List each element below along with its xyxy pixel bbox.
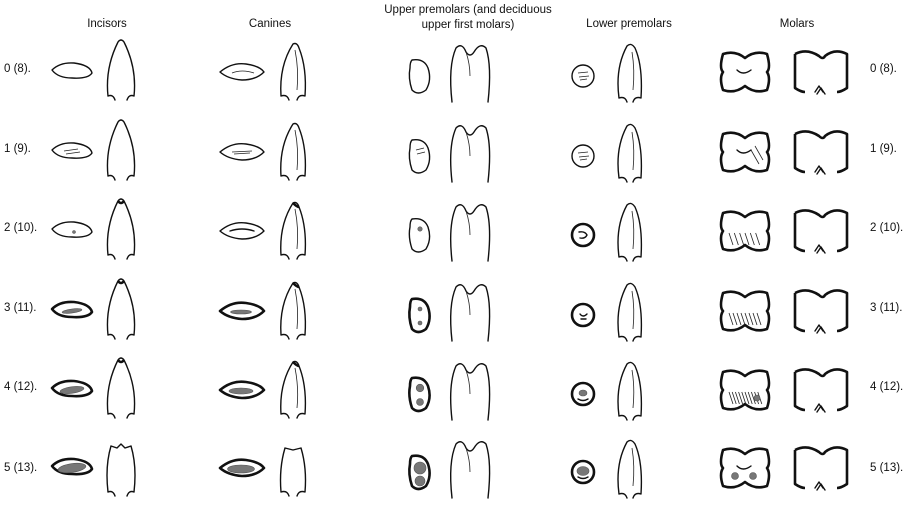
upper-premolar-occlusal [408, 217, 431, 253]
row-label-right: 3 (11). [870, 302, 903, 314]
incisor-occlusal [50, 457, 94, 476]
row-label-left: 3 (11). [4, 302, 37, 314]
row-label-left: 2 (10). [4, 222, 38, 234]
column-title-canines: Canines [248, 18, 292, 30]
lower-premolar-occlusal [570, 381, 596, 407]
molar-buccal [793, 446, 849, 491]
lower-premolar-occlusal [570, 302, 596, 328]
upper-premolar-occlusal [408, 297, 431, 334]
incisor-labial [106, 357, 136, 419]
upper-premolar-occlusal [408, 138, 431, 174]
incisor-labial [106, 198, 136, 260]
incisor-labial [106, 278, 136, 340]
lower-premolar-buccal [617, 282, 643, 342]
incisor-labial [106, 443, 136, 497]
upper-premolar-occlusal [408, 454, 431, 491]
column-title-upper-premolars: Upper premolars (and deciduous upper fir… [384, 4, 552, 31]
incisor-occlusal [50, 300, 94, 319]
canine-occlusal [219, 62, 265, 81]
molar-buccal [793, 50, 849, 95]
lower-premolar-buccal [617, 439, 643, 499]
upper-premolar-buccal [449, 284, 491, 342]
molar-buccal [793, 209, 849, 254]
lower-premolar-buccal [617, 43, 643, 103]
upper-premolar-buccal [449, 204, 491, 262]
row-label-right: 0 (8). [870, 63, 897, 75]
canine-occlusal [219, 142, 265, 161]
incisor-occlusal [51, 142, 93, 159]
lower-premolar-occlusal [571, 64, 595, 88]
row-label-right: 5 (13). [870, 462, 904, 474]
upper-premolar-occlusal [408, 376, 431, 413]
canine-labial [280, 42, 307, 101]
molar-buccal [793, 289, 849, 334]
upper-premolar-buccal [449, 125, 491, 183]
canine-labial [280, 360, 307, 419]
incisor-occlusal [51, 62, 93, 79]
canine-occlusal [218, 301, 266, 321]
upper-premolar-occlusal [408, 58, 431, 94]
canine-labial [279, 447, 307, 497]
molar-occlusal [719, 131, 771, 173]
lower-premolar-buccal [617, 361, 643, 421]
molar-buccal [793, 130, 849, 175]
lower-premolar-occlusal [570, 222, 596, 248]
lower-premolar-occlusal [570, 459, 596, 485]
incisor-occlusal [51, 221, 93, 238]
upper-premolar-buccal [449, 45, 491, 103]
incisor-labial [106, 39, 136, 101]
row-label-left: 4 (12). [4, 381, 38, 393]
canine-labial [280, 122, 307, 181]
molar-occlusal [719, 210, 771, 252]
upper-premolar-buccal [449, 363, 491, 421]
row-label-right: 2 (10). [870, 222, 904, 234]
row-label-right: 1 (9). [870, 143, 897, 155]
molar-occlusal [719, 369, 771, 411]
lower-premolar-buccal [617, 123, 643, 183]
upper-premolar-buccal [449, 441, 491, 499]
lower-premolar-buccal [617, 202, 643, 262]
molar-occlusal [719, 51, 771, 93]
row-label-left: 1 (9). [4, 143, 31, 155]
canine-occlusal [219, 221, 265, 240]
canine-labial [280, 281, 307, 340]
column-title-molars: Molars [779, 18, 815, 30]
canine-labial [280, 201, 307, 260]
canine-occlusal [218, 458, 266, 478]
molar-occlusal [719, 290, 771, 332]
column-title-incisors: Incisors [87, 18, 127, 30]
molar-buccal [793, 368, 849, 413]
column-title-lower-premolars: Lower premolars [586, 18, 672, 30]
molar-occlusal [719, 447, 771, 489]
lower-premolar-occlusal [571, 144, 595, 168]
incisor-labial [106, 119, 136, 181]
row-label-right: 4 (12). [870, 381, 904, 393]
row-label-left: 5 (13). [4, 462, 38, 474]
incisor-occlusal [50, 379, 94, 398]
row-label-left: 0 (8). [4, 63, 31, 75]
canine-occlusal [218, 380, 266, 400]
